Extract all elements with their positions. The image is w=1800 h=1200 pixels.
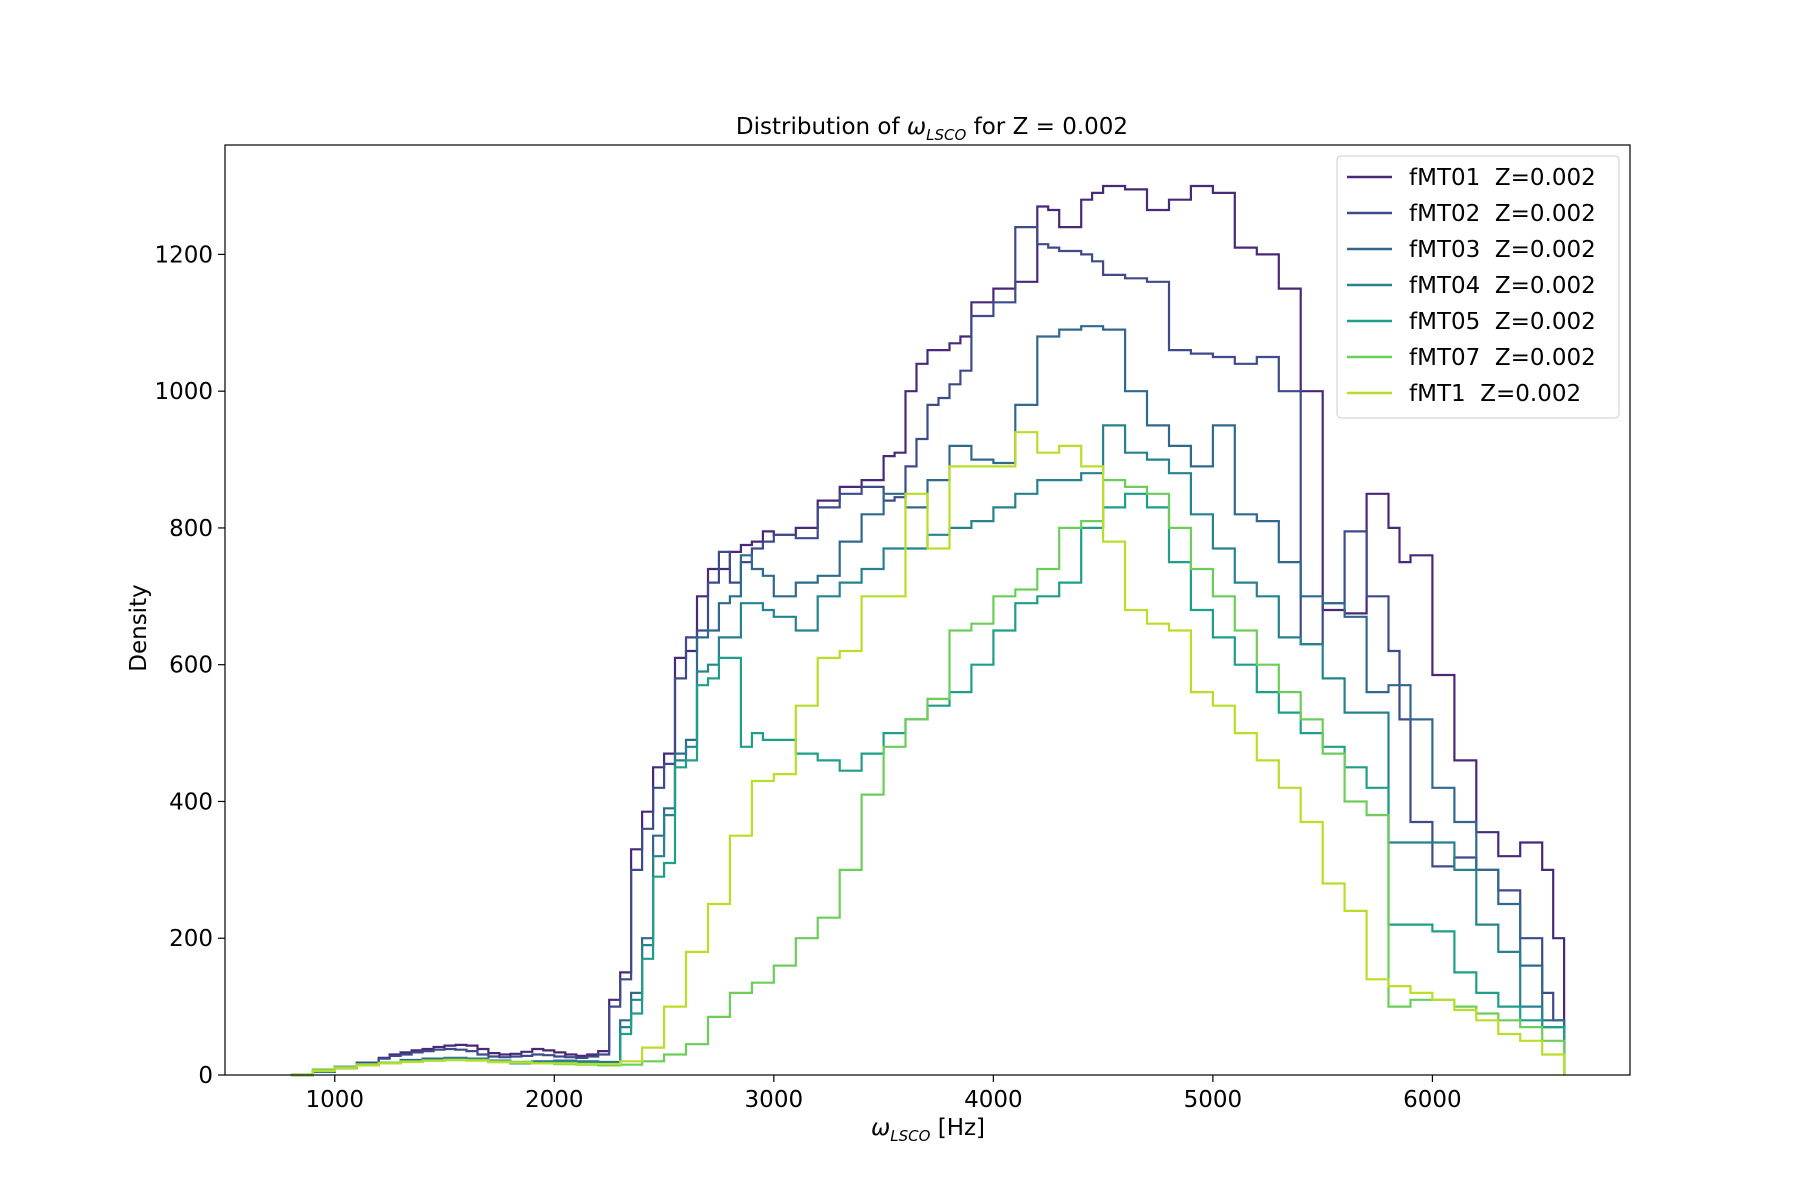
y-tick-label: 600: [169, 653, 213, 679]
y-tick-label: 200: [169, 926, 213, 952]
y-tick-label: 1200: [154, 242, 213, 268]
x-tick-label: 6000: [1403, 1087, 1462, 1113]
series-line-7: [290, 431, 1566, 1077]
legend-label-5: fMT05 Z=0.002: [1409, 309, 1596, 335]
y-tick-label: 800: [169, 516, 213, 542]
x-axis-label: ωLSCO [Hz]: [871, 1115, 985, 1145]
x-tick-label: 1000: [305, 1087, 364, 1113]
legend: fMT01 Z=0.002 fMT02 Z=0.002 fMT03 Z=0.002 f…: [1336, 155, 1620, 419]
x-tick-label: 2000: [525, 1087, 584, 1113]
legend-label-4: fMT04 Z=0.002: [1409, 273, 1596, 299]
legend-label-2: fMT02 Z=0.002: [1409, 201, 1596, 227]
plot-frame: [224, 144, 1631, 1076]
legend-box: [1336, 155, 1620, 419]
legend-label-3: fMT03 Z=0.002: [1409, 237, 1596, 263]
series-line-1: [290, 184, 1566, 1077]
y-axis: 0 200 400 600 800 1000 1200: [154, 242, 225, 1089]
chart-title: Distribution of ωLSCO for Z = 0.002: [736, 114, 1128, 144]
y-tick-label: 400: [169, 789, 213, 815]
x-tick-label: 4000: [964, 1087, 1023, 1113]
x-axis: 1000 2000 3000 4000 5000 6000: [305, 1075, 1462, 1113]
legend-label-6: fMT07 Z=0.002: [1409, 345, 1596, 371]
legend-label-7: fMT1 Z=0.002: [1409, 381, 1581, 407]
series-layer: [290, 184, 1566, 1077]
y-tick-label: 1000: [154, 379, 213, 405]
x-tick-label: 5000: [1184, 1087, 1243, 1113]
y-axis-label: Density: [126, 584, 152, 671]
y-tick-label: 0: [198, 1063, 213, 1089]
x-tick-label: 3000: [745, 1087, 804, 1113]
legend-label-1: fMT01 Z=0.002: [1409, 165, 1596, 191]
